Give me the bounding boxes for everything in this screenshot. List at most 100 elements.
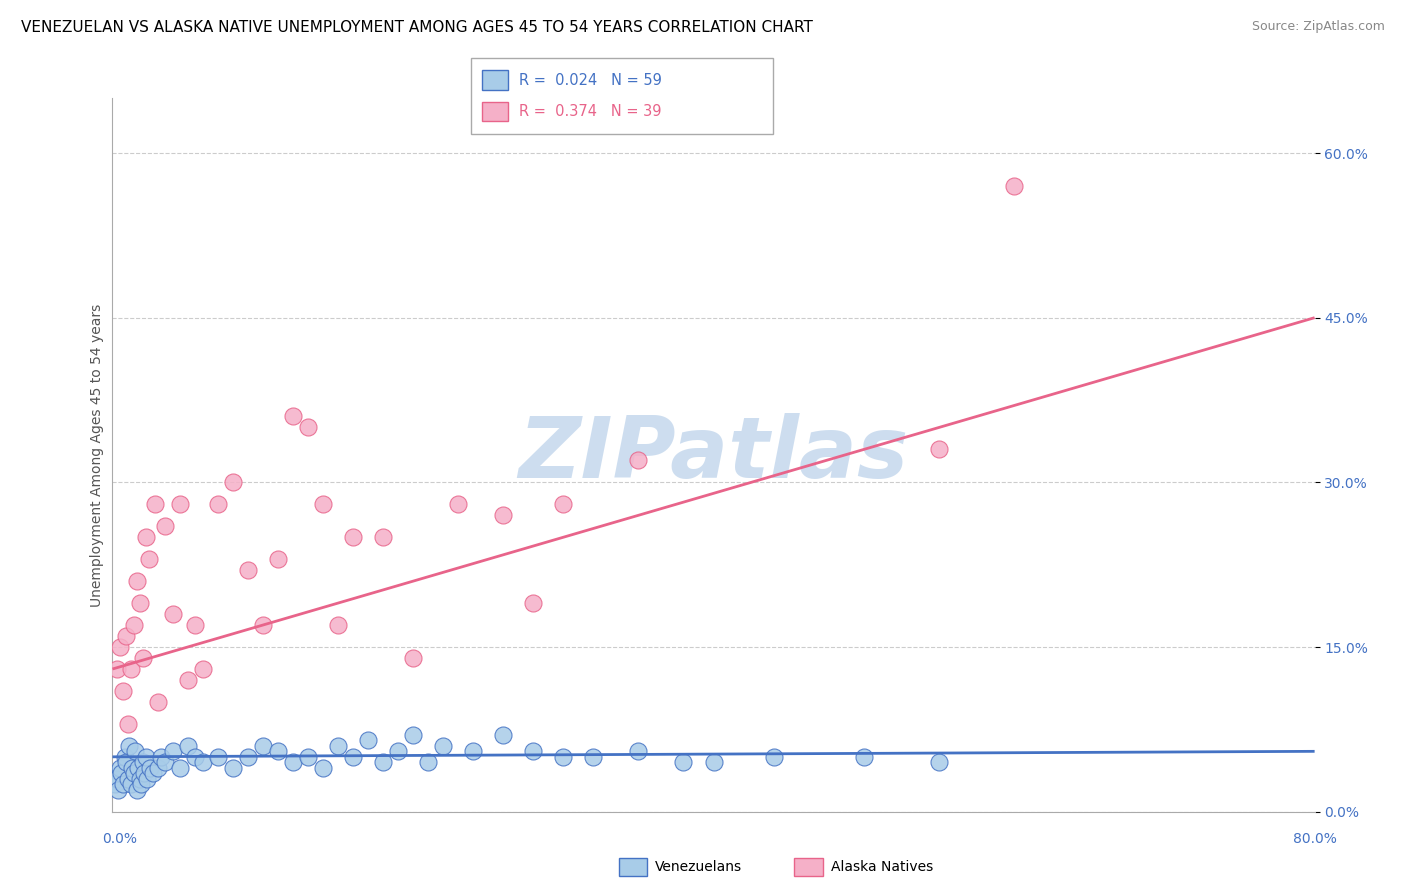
Point <box>312 761 335 775</box>
Point <box>117 772 139 786</box>
Point <box>928 756 950 770</box>
Point <box>461 744 484 758</box>
Point <box>222 475 245 490</box>
Point <box>111 777 134 791</box>
Text: Alaska Natives: Alaska Natives <box>831 860 934 874</box>
Point <box>169 497 191 511</box>
Point <box>207 749 229 764</box>
Point <box>267 744 290 758</box>
Point <box>153 756 176 770</box>
Point <box>128 772 150 786</box>
Point <box>191 662 214 676</box>
Text: VENEZUELAN VS ALASKA NATIVE UNEMPLOYMENT AMONG AGES 45 TO 54 YEARS CORRELATION C: VENEZUELAN VS ALASKA NATIVE UNEMPLOYMENT… <box>21 20 813 35</box>
Point <box>492 728 515 742</box>
Point <box>129 777 152 791</box>
Point <box>342 749 364 764</box>
Text: R =  0.024   N = 59: R = 0.024 N = 59 <box>519 73 662 87</box>
Point <box>852 749 875 764</box>
Point <box>136 772 159 786</box>
Point <box>120 662 142 676</box>
Point <box>118 739 141 753</box>
Point <box>297 749 319 764</box>
Point <box>128 596 150 610</box>
Point <box>416 756 439 770</box>
Point <box>207 497 229 511</box>
Point <box>184 618 207 632</box>
Point <box>104 777 127 791</box>
Point <box>176 739 198 753</box>
Point <box>153 519 176 533</box>
Point <box>124 744 146 758</box>
Point <box>582 749 605 764</box>
Point <box>387 744 409 758</box>
Point <box>236 563 259 577</box>
Point <box>191 756 214 770</box>
Point <box>131 756 153 770</box>
Point <box>122 618 145 632</box>
Point <box>222 761 245 775</box>
Point <box>105 772 128 786</box>
Point <box>121 761 143 775</box>
Point <box>281 409 304 424</box>
Point <box>627 744 650 758</box>
Point <box>132 766 155 780</box>
Point <box>146 695 169 709</box>
Y-axis label: Unemployment Among Ages 45 to 54 years: Unemployment Among Ages 45 to 54 years <box>90 303 104 607</box>
Point <box>281 756 304 770</box>
Point <box>553 749 575 764</box>
Point <box>107 782 129 797</box>
Point <box>252 618 274 632</box>
Point <box>402 728 425 742</box>
Point <box>627 453 650 467</box>
Point <box>115 629 138 643</box>
Point <box>342 530 364 544</box>
Point <box>326 739 349 753</box>
Point <box>928 442 950 457</box>
Point <box>522 596 544 610</box>
Point <box>115 756 138 770</box>
Point <box>1002 178 1025 193</box>
Text: 80.0%: 80.0% <box>1292 832 1337 846</box>
Point <box>122 766 145 780</box>
Point <box>135 530 157 544</box>
Point <box>371 756 394 770</box>
Point <box>120 777 142 791</box>
Point <box>402 651 425 665</box>
Point <box>252 739 274 753</box>
Point <box>117 717 139 731</box>
Text: 0.0%: 0.0% <box>103 832 136 846</box>
Point <box>108 640 131 654</box>
Text: Venezuelans: Venezuelans <box>655 860 742 874</box>
Point <box>139 761 162 775</box>
Point <box>762 749 785 764</box>
Point <box>162 744 184 758</box>
Point <box>110 766 132 780</box>
Point <box>131 651 153 665</box>
Text: R =  0.374   N = 39: R = 0.374 N = 39 <box>519 104 661 119</box>
Point <box>127 761 149 775</box>
Point <box>553 497 575 511</box>
Point <box>114 749 136 764</box>
Point <box>176 673 198 687</box>
Point <box>184 749 207 764</box>
Point <box>146 761 169 775</box>
Point <box>522 744 544 758</box>
Text: ZIPatlas: ZIPatlas <box>519 413 908 497</box>
Point <box>169 761 191 775</box>
Point <box>149 749 172 764</box>
Point <box>432 739 454 753</box>
Point <box>105 662 128 676</box>
Point <box>236 749 259 764</box>
Point <box>357 733 380 747</box>
Point <box>111 684 134 698</box>
Point <box>125 782 148 797</box>
Point <box>143 497 166 511</box>
Point <box>135 749 157 764</box>
Point <box>125 574 148 589</box>
Point <box>371 530 394 544</box>
Point <box>108 761 131 775</box>
Point <box>312 497 335 511</box>
Point <box>267 552 290 566</box>
Point <box>326 618 349 632</box>
Point <box>142 766 165 780</box>
